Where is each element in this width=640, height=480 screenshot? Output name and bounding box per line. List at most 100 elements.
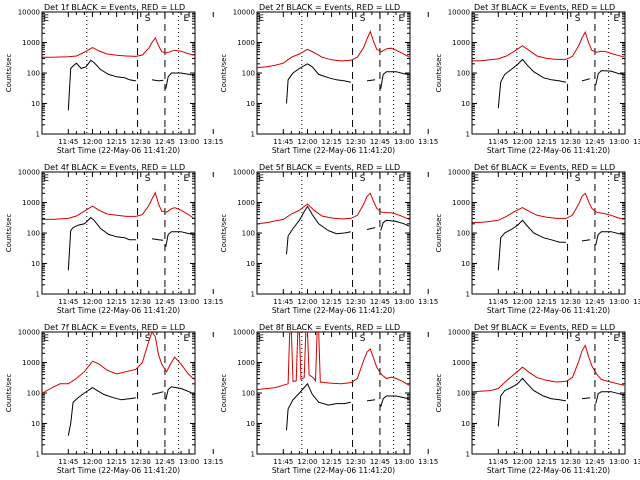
x-tick-label: 12:15 <box>107 298 127 306</box>
x-tick-label: 13:00 <box>179 138 199 146</box>
lld-series-line <box>472 192 625 224</box>
y-tick-label: 1 <box>36 291 40 299</box>
y-tick-label: 10 <box>31 420 40 428</box>
x-tick-label: 12:00 <box>82 298 102 306</box>
x-tick-label: 13:00 <box>394 138 414 146</box>
y-axis-label: Counts/sec <box>5 374 13 413</box>
y-axis-label: Counts/sec <box>5 214 13 253</box>
y-tick-label: 1000 <box>22 39 40 47</box>
interval-marker: E <box>613 174 619 184</box>
x-tick-label: 13:15 <box>203 458 223 466</box>
x-tick-label: 13:15 <box>418 458 438 466</box>
interval-marker: S <box>145 334 151 344</box>
x-axis-label: Start Time (22-May-06 11:41:20) <box>57 146 180 155</box>
panel-3: E S E 1 10 100 1000 10000 11:45 12:00 12:15 12:30 12… <box>435 3 640 155</box>
events-series-line <box>497 377 625 427</box>
x-tick-label: 12:15 <box>322 298 342 306</box>
y-tick-label: 1000 <box>237 199 255 207</box>
x-tick-label: 11:45 <box>488 138 508 146</box>
panel-2: E S E 1 10 100 1000 10000 11:45 12:00 12:15 12:30 12… <box>220 3 438 155</box>
x-tick-label: 11:45 <box>273 138 293 146</box>
interval-marker: E <box>473 174 479 184</box>
events-series-line <box>286 63 409 104</box>
x-tick-label: 12:15 <box>107 458 127 466</box>
x-tick-label: 12:45 <box>370 458 390 466</box>
y-tick-label: 1000 <box>452 39 470 47</box>
x-tick-label: 13:00 <box>609 458 629 466</box>
x-axis-label: Start Time (22-May-06 11:41:20) <box>272 466 395 475</box>
x-tick-label: 13:00 <box>179 298 199 306</box>
panel-5: E S E 1 10 100 1000 10000 11:45 12:00 12:15 12:30 12… <box>220 163 438 315</box>
interval-marker: S <box>575 334 581 344</box>
x-tick-label: 12:15 <box>107 138 127 146</box>
panel-6: E S E 1 10 100 1000 10000 11:45 12:00 12:15 12:30 12… <box>435 163 640 315</box>
x-axis-label: Start Time (22-May-06 11:41:20) <box>272 146 395 155</box>
y-tick-label: 10000 <box>448 169 470 177</box>
y-tick-label: 1000 <box>22 359 40 367</box>
y-tick-label: 10 <box>246 420 255 428</box>
x-tick-label: 13:15 <box>633 138 640 146</box>
panel-9: E S E 1 10 100 1000 10000 11:45 12:00 12:15 12:30 12… <box>435 323 640 475</box>
x-tick-label: 12:45 <box>155 458 175 466</box>
y-tick-label: 100 <box>457 70 470 78</box>
interval-marker: E <box>613 14 619 24</box>
panel-title: Det 7f BLACK = Events, RED = LLD <box>44 323 185 332</box>
interval-marker: S <box>145 14 151 24</box>
panel-7: E S E 1 10 100 1000 10000 11:45 12:00 12:15 12:30 12… <box>5 323 223 475</box>
plot-frame <box>41 331 196 455</box>
y-tick-label: 100 <box>27 390 40 398</box>
y-tick-label: 10000 <box>448 329 470 337</box>
y-tick-label: 10000 <box>448 9 470 17</box>
y-axis-label: Counts/sec <box>220 54 228 93</box>
x-tick-label: 12:15 <box>537 138 557 146</box>
y-axis-label: Counts/sec <box>435 214 443 253</box>
x-tick-label: 11:45 <box>58 458 78 466</box>
y-tick-label: 1 <box>251 131 255 139</box>
y-tick-label: 1000 <box>237 39 255 47</box>
interval-marker: E <box>398 14 404 24</box>
x-tick-label: 11:45 <box>273 298 293 306</box>
panel-4: E S E 1 10 100 1000 10000 11:45 12:00 12:15 12:30 12… <box>5 163 223 315</box>
x-tick-label: 12:00 <box>512 298 532 306</box>
interval-marker: E <box>398 334 404 344</box>
events-series-line <box>286 382 410 431</box>
x-axis-label: Start Time (22-May-06 11:41:20) <box>487 466 610 475</box>
panel-1: E S E 1 10 100 1000 10000 11:45 12:00 12:15 12:30 12… <box>5 3 223 155</box>
x-tick-label: 12:15 <box>537 458 557 466</box>
y-tick-label: 100 <box>242 230 255 238</box>
lld-series-line <box>472 344 625 393</box>
interval-marker: E <box>398 174 404 184</box>
y-tick-label: 1 <box>466 291 470 299</box>
x-tick-label: 11:45 <box>488 298 508 306</box>
panel-title: Det 4f BLACK = Events, RED = LLD <box>44 163 185 172</box>
y-axis-label: Counts/sec <box>220 214 228 253</box>
x-tick-label: 13:15 <box>203 298 223 306</box>
y-tick-label: 10 <box>246 100 255 108</box>
x-tick-label: 12:30 <box>131 138 151 146</box>
y-tick-label: 10 <box>461 260 470 268</box>
x-tick-label: 13:00 <box>394 298 414 306</box>
y-tick-label: 10000 <box>233 329 255 337</box>
y-tick-label: 100 <box>242 70 255 78</box>
interval-marker: E <box>258 14 264 24</box>
x-axis-label: Start Time (22-May-06 11:41:20) <box>57 306 180 315</box>
x-tick-label: 11:45 <box>58 298 78 306</box>
x-tick-label: 12:30 <box>561 298 581 306</box>
y-tick-label: 10 <box>461 100 470 108</box>
x-tick-label: 12:30 <box>131 298 151 306</box>
y-tick-label: 100 <box>457 230 470 238</box>
y-tick-label: 10000 <box>18 329 40 337</box>
interval-marker: E <box>43 174 49 184</box>
x-tick-label: 13:15 <box>633 298 640 306</box>
x-tick-label: 12:30 <box>561 458 581 466</box>
y-axis-label: Counts/sec <box>435 374 443 413</box>
interval-marker: S <box>575 174 581 184</box>
panel-8: E S E 1 10 100 1000 10000 11:45 12:00 12:15 12:30 12… <box>220 323 438 475</box>
events-series-line <box>497 58 624 109</box>
plot-frame <box>471 171 626 295</box>
x-tick-label: 12:15 <box>322 458 342 466</box>
y-tick-label: 10 <box>31 260 40 268</box>
y-axis-label: Counts/sec <box>5 54 13 93</box>
x-tick-label: 12:00 <box>512 138 532 146</box>
